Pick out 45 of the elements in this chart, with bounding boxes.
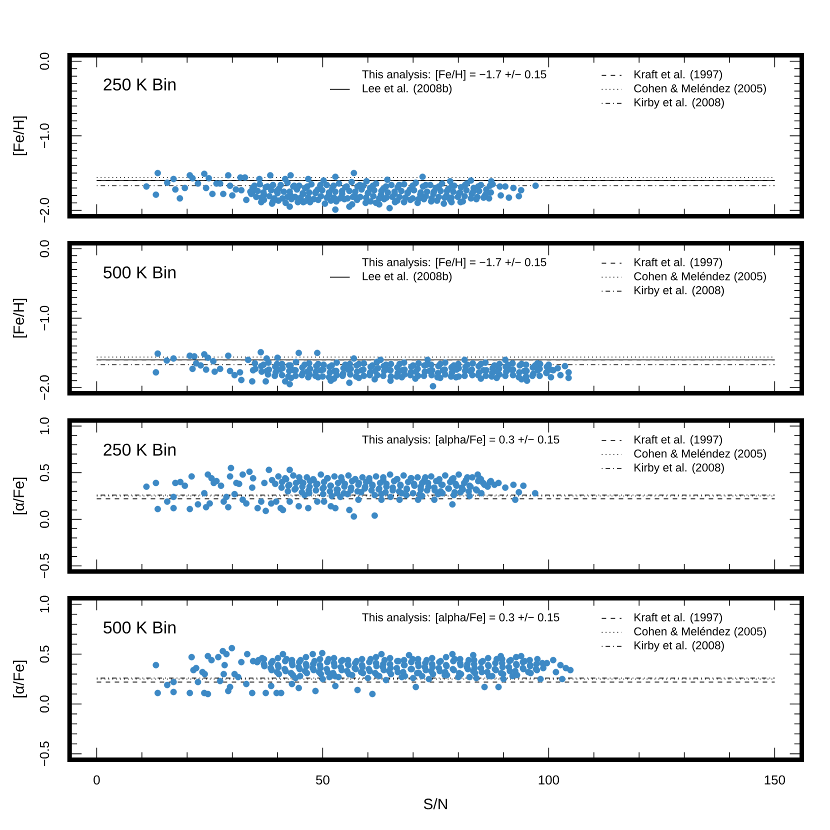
x-tick-label: 0 — [94, 775, 100, 785]
y-tick-label: −1.0 — [40, 306, 50, 330]
x-axis-title: S/N — [424, 798, 447, 810]
annotation: 250 K Bin — [104, 443, 176, 456]
annotation: This analysis: [alpha/Fe] = 0.3 +/− 0.15 — [362, 612, 560, 624]
annotation: 500 K Bin — [104, 621, 176, 634]
legend-label: Kraft et al. (1997) — [634, 70, 722, 81]
y-tick-label: −1.0 — [40, 123, 50, 148]
y-tick-label: 0.0 — [40, 52, 50, 70]
y-tick-label: −2.0 — [40, 375, 50, 400]
y-axis-title: [α/Fe] — [13, 478, 27, 514]
y-tick-label: 1.0 — [40, 418, 50, 434]
y-tick-label: 1.0 — [40, 596, 50, 612]
legend-label: Cohen & Meléndez (2005) — [634, 626, 766, 638]
y-tick-label: −0.5 — [40, 742, 50, 766]
legend-label: Kraft et al. (1997) — [634, 612, 722, 624]
y-tick-label: 0.0 — [40, 240, 50, 258]
y-axis-title: [α/Fe] — [13, 660, 27, 698]
y-tick-label: 0.5 — [40, 646, 50, 663]
annotation: 500 K Bin — [104, 266, 176, 278]
x-tick-label: 150 — [764, 775, 786, 785]
y-axis-title: [Fe/H] — [13, 116, 27, 156]
legend-label: Cohen & Meléndez (2005) — [634, 84, 766, 95]
y-tick-label: 0.0 — [40, 695, 50, 713]
annotation: This analysis: [alpha/Fe] = 0.3 +/− 0.15 — [362, 435, 560, 446]
legend-label: Lee et al. (2008b) — [362, 84, 452, 95]
legend-label: Kirby et al. (2008) — [634, 98, 724, 109]
x-tick-label: 100 — [538, 775, 560, 785]
y-tick-label: 0.0 — [40, 510, 50, 528]
annotation: This analysis: [Fe/H] = −1.7 +/− 0.15 — [362, 70, 546, 81]
legend-label: Cohen & Meléndez (2005) — [634, 272, 766, 283]
y-tick-label: 0.5 — [40, 464, 50, 482]
annotation: This analysis: [Fe/H] = −1.7 +/− 0.15 — [362, 258, 546, 269]
annotation: 250 K Bin — [104, 78, 176, 91]
legend-label: Kirby et al. (2008) — [634, 286, 724, 297]
y-axis-title: [Fe/H] — [13, 298, 27, 338]
legend-label: Cohen & Meléndez (2005) — [634, 449, 766, 460]
legend-label: Kirby et al. (2008) — [634, 463, 724, 474]
y-tick-label: −2.0 — [40, 198, 50, 223]
legend-label: Kirby et al. (2008) — [634, 640, 724, 652]
x-tick-label: 50 — [316, 775, 330, 785]
legend-label: Kraft et al. (1997) — [634, 258, 722, 269]
y-tick-label: −0.5 — [40, 554, 50, 578]
legend-label: Lee et al. (2008b) — [362, 272, 452, 283]
legend-label: Kraft et al. (1997) — [634, 435, 722, 446]
